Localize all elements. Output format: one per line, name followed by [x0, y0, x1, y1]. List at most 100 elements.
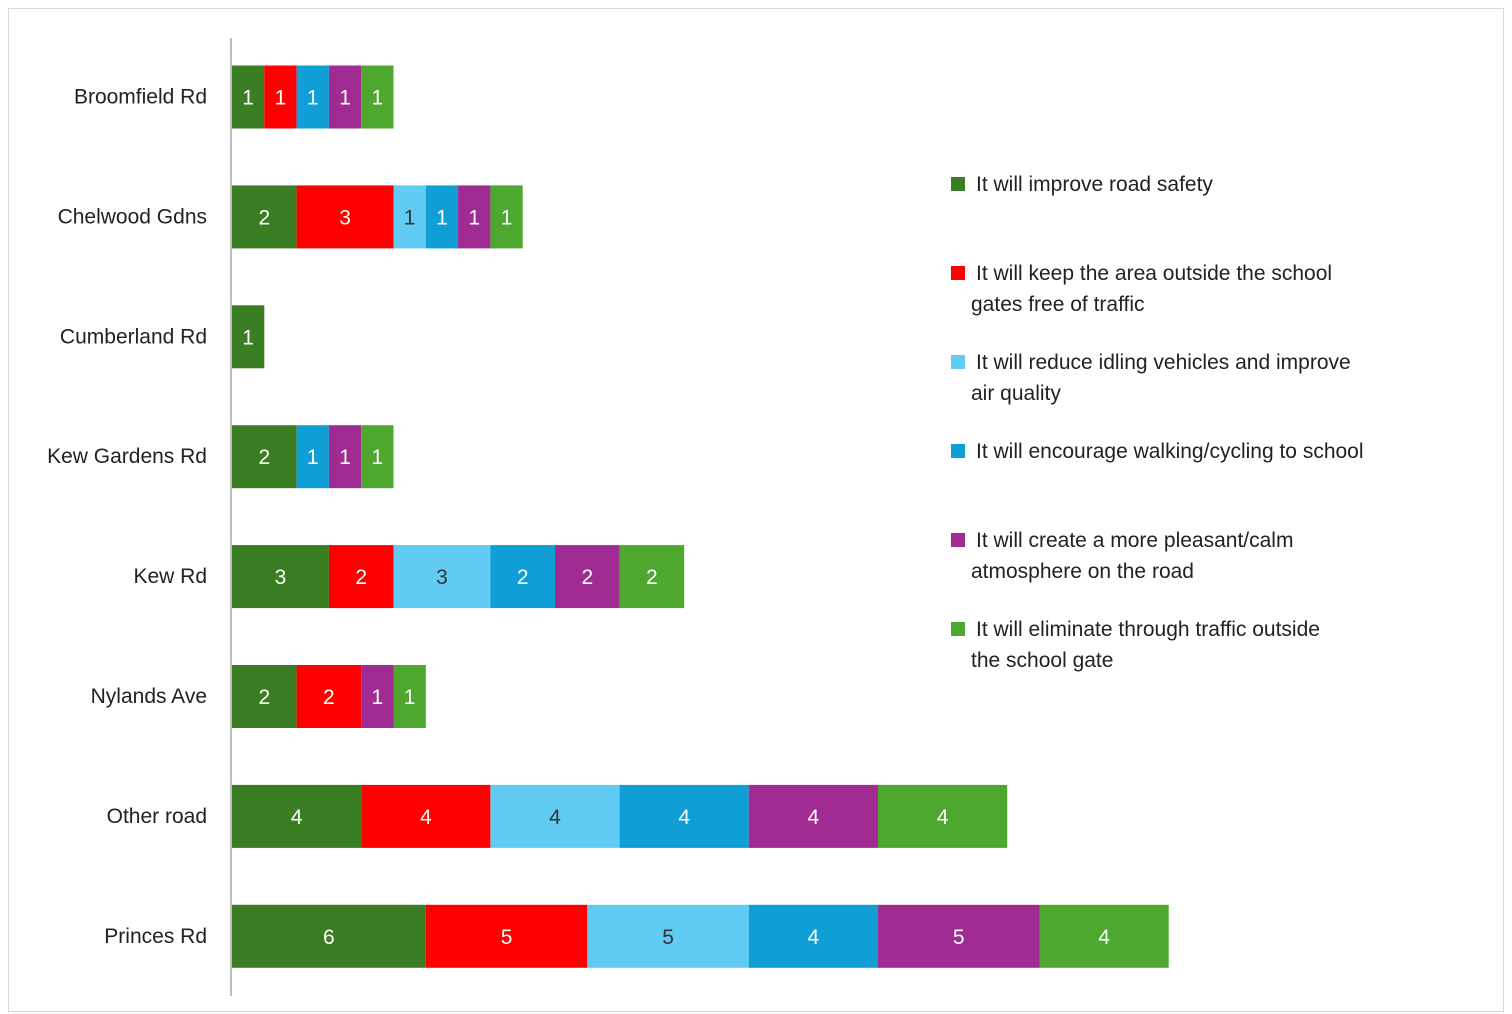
bar-segment-kew-rd-s1: [232, 545, 329, 609]
data-label-kew-gardens-rd-s6: 1: [372, 446, 384, 469]
bar-segment-chelwood-gdns-s3: [393, 185, 426, 249]
bar-segment-kew-gardens-rd-s6: [361, 425, 394, 489]
bar-segment-kew-gardens-rd-s1: [232, 425, 297, 489]
bar-segment-kew-gardens-rd-s5: [328, 425, 362, 489]
legend-swatch-4: [951, 444, 965, 458]
category-label-nylands-ave: Nylands Ave: [91, 685, 207, 708]
bar-segment-kew-rd-s3: [393, 545, 491, 609]
bar-segment-other-road-s4: [619, 784, 749, 848]
bar-segment-broomfield-rd-s4: [296, 65, 329, 129]
data-label-kew-rd-s1: 3: [275, 566, 287, 589]
bar-segment-broomfield-rd-s5: [328, 65, 362, 129]
data-label-kew-gardens-rd-s1: 2: [258, 446, 270, 469]
data-label-chelwood-gdns-s2: 3: [339, 206, 351, 229]
bar-segment-chelwood-gdns-s5: [458, 185, 491, 249]
data-label-other-road-s2: 4: [420, 806, 432, 829]
legend-swatch-1: [951, 177, 965, 191]
legend-swatch-2: [951, 266, 965, 280]
legend-swatch-5: [951, 533, 965, 547]
bars-layer: 1 1 1 1 12 3 1 1 1 112 1 1 13 2 3 2 2 22 2 1 14 4 4 4 4 46 5 5 4 5 4: [232, 65, 1169, 968]
bar-segment-other-road-s3: [490, 784, 620, 848]
data-label-kew-rd-s6: 2: [646, 566, 658, 589]
data-label-other-road-s5: 4: [808, 806, 820, 829]
data-label-other-road-s6: 4: [937, 806, 949, 829]
legend-label-3: It will reduce idling vehicles and impro…: [971, 351, 1351, 405]
legend: It will improve road safety It will keep …: [951, 173, 1364, 672]
legend-label-4: It will encourage walking/cycling to sch…: [976, 440, 1364, 463]
data-label-princes-rd-s2: 5: [501, 926, 513, 949]
bar-segment-kew-rd-s4: [490, 545, 555, 609]
data-label-princes-rd-s5: 5: [953, 926, 965, 949]
bar-segment-other-road-s1: [232, 784, 362, 848]
bar-segment-kew-rd-s2: [328, 545, 394, 609]
data-label-other-road-s3: 4: [549, 806, 561, 829]
data-label-broomfield-rd-s4: 1: [307, 87, 319, 110]
bar-segment-kew-gardens-rd-s4: [296, 425, 329, 489]
bar-segment-other-road-s5: [748, 784, 878, 848]
data-label-princes-rd-s6: 4: [1098, 926, 1110, 949]
legend-label-1: It will improve road safety: [976, 173, 1213, 196]
data-label-kew-rd-s2: 2: [355, 566, 367, 589]
chart-area: [8, 8, 1504, 1012]
data-label-nylands-ave-s1: 2: [258, 686, 270, 709]
legend-label-6: It will eliminate through traffic outsid…: [971, 618, 1320, 672]
data-label-cumberland-rd-s1: 1: [242, 326, 254, 349]
data-label-chelwood-gdns-s6: 1: [501, 206, 513, 229]
legend-swatch-3: [951, 355, 965, 369]
data-label-other-road-s4: 4: [678, 806, 690, 829]
bar-segment-kew-rd-s6: [619, 545, 685, 609]
bar-segment-nylands-ave-s2: [296, 665, 362, 728]
category-label-princes-rd: Princes Rd: [104, 925, 207, 948]
data-label-kew-rd-s5: 2: [581, 566, 593, 589]
bar-segment-princes-rd-s5: [878, 904, 1040, 968]
data-label-chelwood-gdns-s1: 2: [258, 206, 270, 229]
category-label-cumberland-rd: Cumberland Rd: [60, 325, 207, 348]
data-label-nylands-ave-s2: 2: [323, 686, 335, 709]
data-label-other-road-s1: 4: [291, 806, 303, 829]
bar-segment-broomfield-rd-s2: [264, 65, 297, 129]
data-label-kew-rd-s3: 3: [436, 566, 448, 589]
bar-segment-other-road-s2: [361, 784, 491, 848]
bar-segment-broomfield-rd-s6: [361, 65, 394, 129]
bar-segment-princes-rd-s6: [1039, 904, 1169, 968]
legend-label-2: It will keep the area outside the school…: [971, 262, 1332, 316]
bar-segment-cumberland-rd-s1: [232, 305, 265, 369]
bar-segment-princes-rd-s2: [425, 904, 588, 968]
data-label-broomfield-rd-s2: 1: [275, 87, 287, 110]
bar-segment-other-road-s6: [878, 784, 1008, 848]
data-label-princes-rd-s1: 6: [323, 926, 335, 949]
category-label-kew-gardens-rd: Kew Gardens Rd: [47, 445, 207, 468]
bar-segment-chelwood-gdns-s1: [232, 185, 297, 249]
data-label-nylands-ave-s6: 1: [404, 686, 416, 709]
bar-segment-princes-rd-s4: [748, 904, 878, 968]
data-label-kew-gardens-rd-s4: 1: [307, 446, 319, 469]
category-labels: Broomfield Rd Chelwood Gdns Cumberland Rd K…: [47, 86, 207, 948]
data-label-broomfield-rd-s1: 1: [242, 87, 254, 110]
bar-segment-chelwood-gdns-s6: [490, 185, 523, 249]
bar-segment-kew-rd-s5: [555, 545, 620, 609]
data-label-broomfield-rd-s5: 1: [339, 87, 351, 110]
bar-segment-princes-rd-s1: [232, 904, 426, 968]
data-label-chelwood-gdns-s4: 1: [436, 206, 448, 229]
category-label-other-road: Other road: [107, 805, 207, 828]
bar-segment-nylands-ave-s1: [232, 665, 297, 728]
data-label-chelwood-gdns-s5: 1: [468, 206, 480, 229]
data-label-chelwood-gdns-s3: 1: [404, 206, 416, 229]
bar-segment-princes-rd-s3: [587, 904, 749, 968]
bar-segment-chelwood-gdns-s2: [296, 185, 394, 249]
legend-label-5: It will create a more pleasant/calm atmos…: [971, 529, 1293, 583]
data-label-kew-gardens-rd-s5: 1: [339, 446, 351, 469]
category-label-broomfield-rd: Broomfield Rd: [74, 86, 207, 109]
bar-segment-broomfield-rd-s1: [232, 65, 265, 129]
category-label-chelwood-gdns: Chelwood Gdns: [58, 205, 207, 228]
legend-swatch-6: [951, 622, 965, 636]
data-label-nylands-ave-s5: 1: [372, 686, 384, 709]
data-label-kew-rd-s4: 2: [517, 566, 529, 589]
data-label-broomfield-rd-s6: 1: [372, 87, 384, 110]
data-label-princes-rd-s4: 4: [808, 926, 820, 949]
data-label-princes-rd-s3: 5: [662, 926, 674, 949]
bar-segment-chelwood-gdns-s4: [425, 185, 459, 249]
category-label-kew-rd: Kew Rd: [133, 565, 207, 588]
bar-segment-nylands-ave-s5: [361, 665, 394, 728]
